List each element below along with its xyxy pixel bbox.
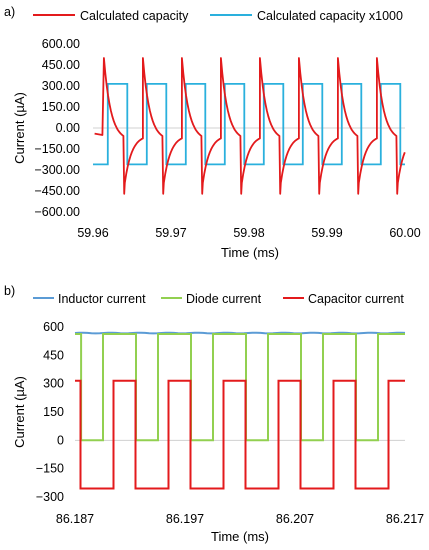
y-tick-labels-a: 600.00 450.00 300.00 150.00 0.00 −150.00 −300.… <box>34 37 80 219</box>
legend-label-capacitor-current: Capacitor current <box>308 292 404 306</box>
x-tick-labels-a: 59.96 59.97 59.98 59.99 60.00 <box>77 226 420 240</box>
y-tick-label: 0 <box>57 433 64 447</box>
legend-label-diode-current: Diode current <box>186 292 262 306</box>
y-tick-label: 300 <box>43 377 64 391</box>
y-tick-label: −300.00 <box>34 163 80 177</box>
x-tick-label: 60.00 <box>389 226 420 240</box>
y-tick-label: −150 <box>36 462 64 476</box>
y-axis-label-b: Current (µA) <box>12 376 27 448</box>
legend-label-calculated-capacity-x1000: Calculated capacity x1000 <box>257 9 403 23</box>
x-tick-label: 59.98 <box>233 226 264 240</box>
series-group-a <box>93 57 406 195</box>
chart-a: a) Calculated capacity Calculated capaci… <box>4 5 421 260</box>
y-tick-label: 150.00 <box>42 100 80 114</box>
panel-label-a: a) <box>4 5 15 19</box>
x-tick-label: 86.217 <box>386 512 424 526</box>
series-line-capacitor-current <box>75 379 405 490</box>
x-tick-label: 59.96 <box>77 226 108 240</box>
legend-label-calculated-capacity: Calculated capacity <box>80 9 189 23</box>
y-axis-label-a: Current (µA) <box>12 92 27 164</box>
x-tick-label: 86.197 <box>166 512 204 526</box>
y-tick-label: 300.00 <box>42 79 80 93</box>
series-line-calculated-capacity <box>94 57 406 195</box>
y-tick-label: 150 <box>43 405 64 419</box>
y-tick-label: 450.00 <box>42 58 80 72</box>
series-line-diode-current <box>75 333 405 442</box>
x-tick-label: 86.187 <box>56 512 94 526</box>
series-line-calculated-capacity-x1000 <box>93 83 405 166</box>
y-tick-label: −600.00 <box>34 205 80 219</box>
x-tick-label: 86.207 <box>276 512 314 526</box>
y-tick-label: −300 <box>36 490 64 504</box>
x-tick-label: 59.97 <box>155 226 186 240</box>
chart-b: b) Inductor current Diode current Capaci… <box>4 284 424 544</box>
panel-label-b: b) <box>4 284 15 298</box>
y-tick-label: 450 <box>43 348 64 362</box>
y-tick-label: −450.00 <box>34 184 80 198</box>
y-tick-label: 600.00 <box>42 37 80 51</box>
y-tick-labels-b: 600 450 300 150 0 −150 −300 <box>36 320 64 504</box>
x-axis-label-b: Time (ms) <box>211 529 269 544</box>
x-axis-label-a: Time (ms) <box>221 245 279 260</box>
legend-label-inductor-current: Inductor current <box>58 292 146 306</box>
y-tick-label: 0.00 <box>56 121 80 135</box>
y-tick-label: 600 <box>43 320 64 334</box>
series-group-b <box>74 331 406 490</box>
y-tick-label: −150.00 <box>34 142 80 156</box>
x-tick-label: 59.99 <box>311 226 342 240</box>
x-tick-labels-b: 86.187 86.197 86.207 86.217 <box>56 512 424 526</box>
